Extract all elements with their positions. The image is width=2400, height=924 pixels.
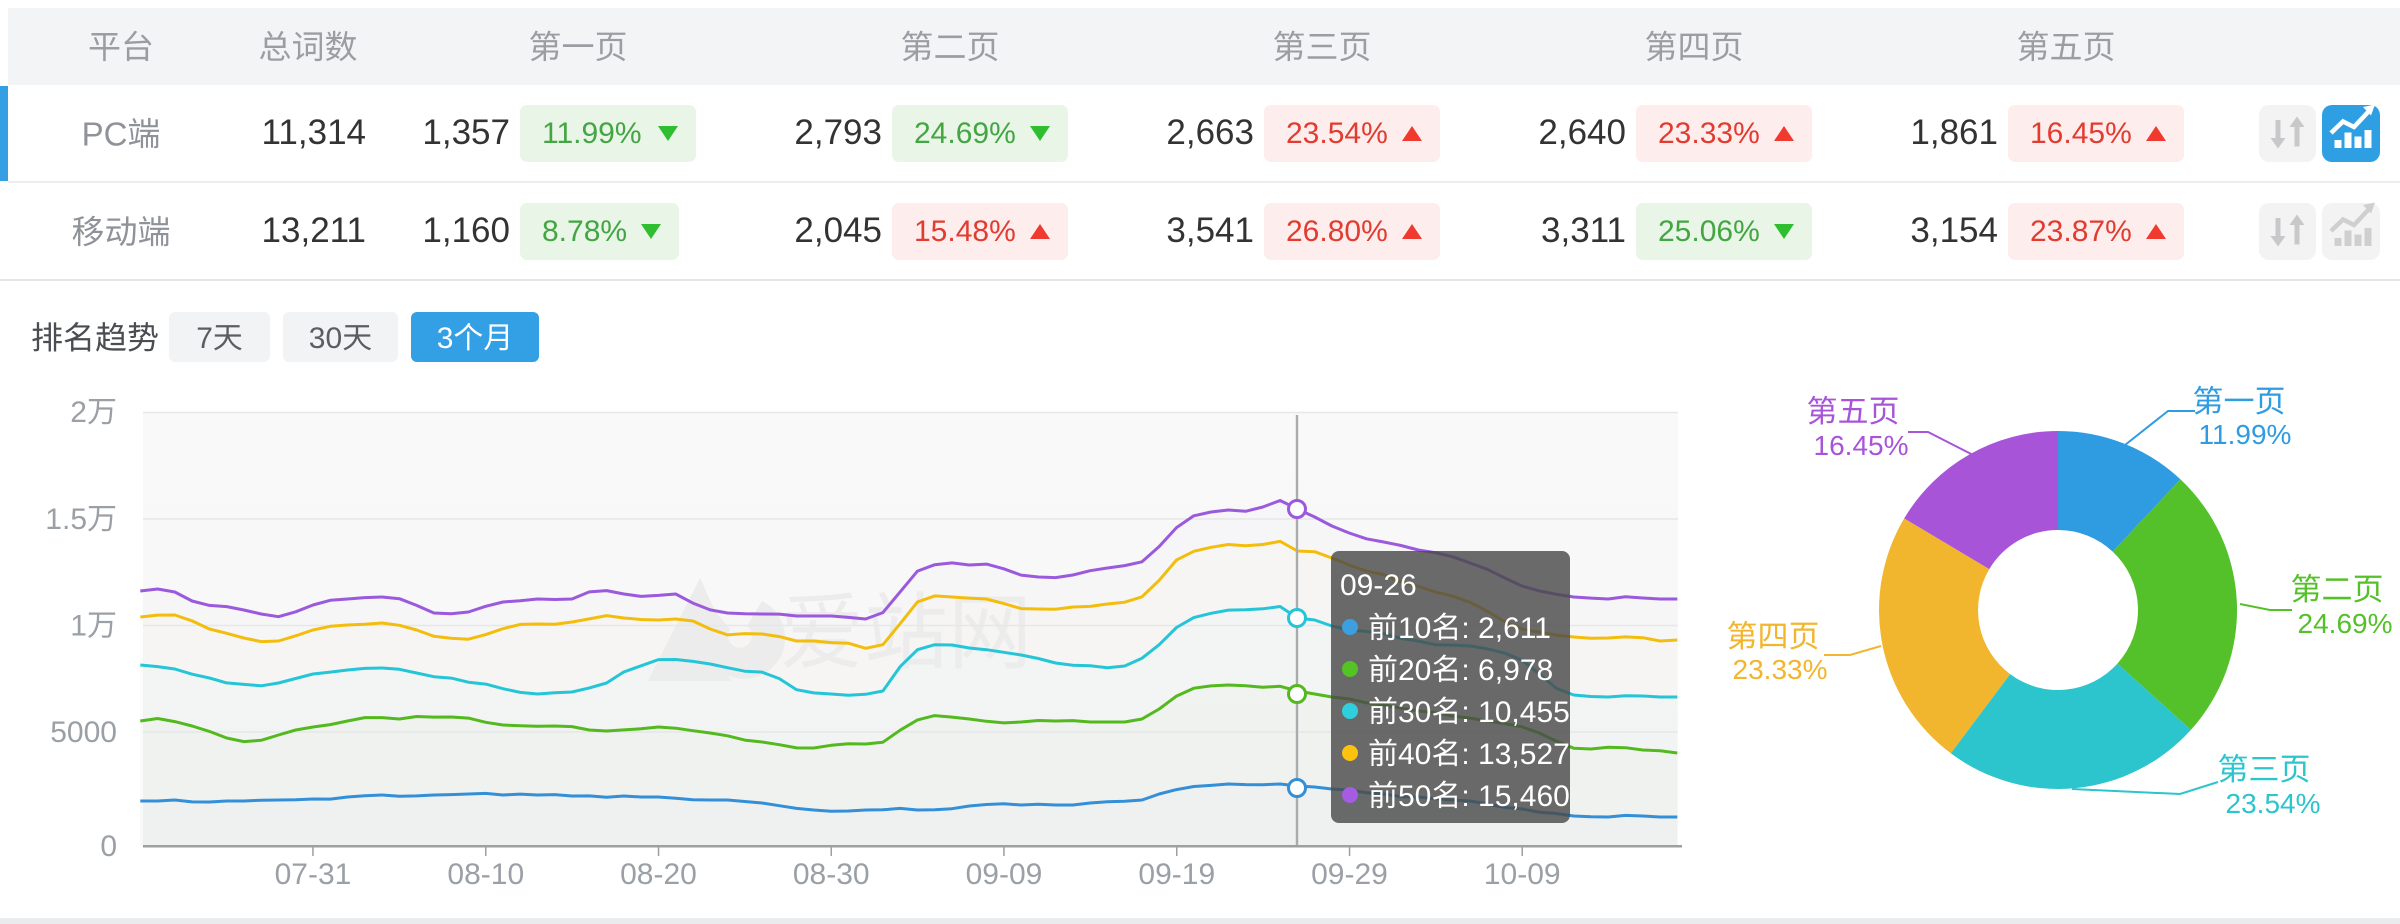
svg-text:2,663: 2,663 <box>1166 113 1254 152</box>
svg-text:13,211: 13,211 <box>262 211 366 250</box>
svg-text:1.5: 1.5 <box>45 503 87 536</box>
svg-text:24.69%: 24.69% <box>2298 608 2393 639</box>
svg-text:1,861: 1,861 <box>1910 113 1998 152</box>
svg-text:09-26: 09-26 <box>1340 569 1417 602</box>
svg-text:: 15,460: : 15,460 <box>1461 780 1569 813</box>
svg-text:1,357: 1,357 <box>422 113 510 152</box>
svg-text:09-09: 09-09 <box>966 858 1043 891</box>
svg-text:08-30: 08-30 <box>793 858 870 891</box>
svg-text:10-09: 10-09 <box>1484 858 1561 891</box>
svg-text:5000: 5000 <box>50 716 117 749</box>
svg-text:23.87%: 23.87% <box>2030 215 2132 248</box>
svg-text:7: 7 <box>196 322 213 355</box>
svg-text:3: 3 <box>437 322 454 355</box>
svg-text:11.99%: 11.99% <box>2199 419 2292 450</box>
svg-text:07-31: 07-31 <box>275 858 352 891</box>
svg-text:09-19: 09-19 <box>1138 858 1215 891</box>
svg-text:23.33%: 23.33% <box>1658 117 1760 150</box>
svg-text:10: 10 <box>1398 612 1431 645</box>
svg-text:23.54%: 23.54% <box>2226 788 2321 819</box>
svg-text:: 10,455: : 10,455 <box>1461 696 1569 729</box>
svg-text:: 13,527: : 13,527 <box>1461 738 1569 771</box>
svg-text:11.99%: 11.99% <box>542 117 642 150</box>
svg-text:23.54%: 23.54% <box>1286 117 1388 150</box>
svg-text:09-29: 09-29 <box>1311 858 1388 891</box>
svg-text:50: 50 <box>1398 780 1431 813</box>
svg-text:2,045: 2,045 <box>794 211 882 250</box>
svg-text:1,160: 1,160 <box>422 211 510 250</box>
svg-text:0: 0 <box>100 830 117 863</box>
svg-text:26.80%: 26.80% <box>1286 215 1388 248</box>
svg-text:24.69%: 24.69% <box>914 117 1016 150</box>
svg-text:16.45%: 16.45% <box>1814 430 1909 461</box>
svg-text:: 2,611: : 2,611 <box>1461 612 1551 645</box>
svg-text:11,314: 11,314 <box>262 113 366 152</box>
svg-text:PC: PC <box>82 116 128 153</box>
svg-text:23.33%: 23.33% <box>1733 654 1828 685</box>
svg-text:40: 40 <box>1398 738 1431 771</box>
svg-text:3,311: 3,311 <box>1541 211 1626 250</box>
svg-text:16.45%: 16.45% <box>2030 117 2132 150</box>
svg-text:30: 30 <box>1398 696 1431 729</box>
svg-text:8.78%: 8.78% <box>542 215 627 248</box>
svg-text:08-10: 08-10 <box>447 858 524 891</box>
svg-text:3,541: 3,541 <box>1166 211 1254 250</box>
svg-text:2: 2 <box>70 396 87 429</box>
svg-text:08-20: 08-20 <box>620 858 697 891</box>
svg-text:2,793: 2,793 <box>794 113 882 152</box>
svg-text:1: 1 <box>70 610 87 643</box>
svg-text:: 6,978: : 6,978 <box>1461 654 1553 687</box>
svg-text:25.06%: 25.06% <box>1658 215 1760 248</box>
svg-text:15.48%: 15.48% <box>914 215 1016 248</box>
svg-text:3,154: 3,154 <box>1910 211 1998 250</box>
svg-text:30: 30 <box>309 322 342 355</box>
svg-text:2,640: 2,640 <box>1538 113 1626 152</box>
svg-text:20: 20 <box>1398 654 1431 687</box>
